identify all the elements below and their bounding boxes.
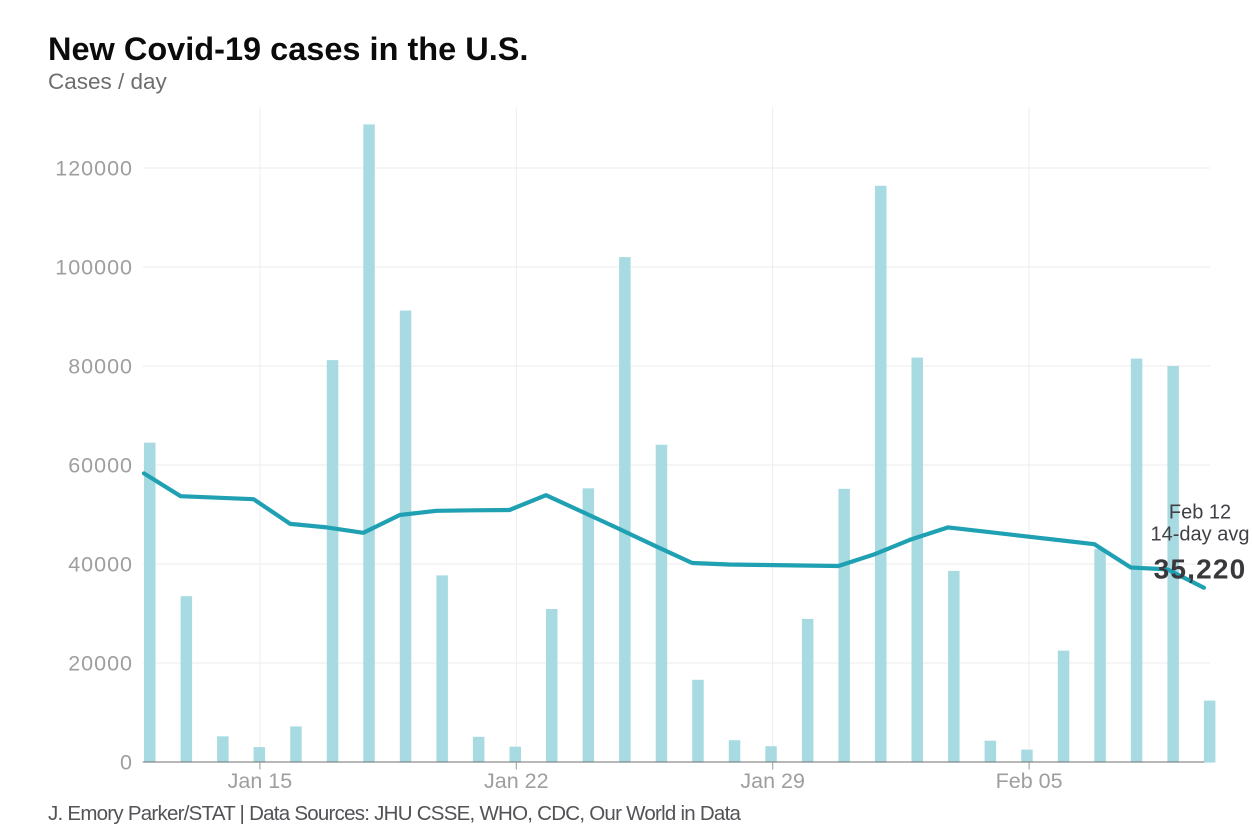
svg-text:35,220: 35,220 (1154, 553, 1247, 584)
svg-text:0: 0 (120, 751, 133, 775)
svg-text:60000: 60000 (68, 454, 133, 478)
svg-text:120000: 120000 (55, 157, 133, 181)
svg-text:Jan 15: Jan 15 (228, 769, 293, 793)
svg-text:100000: 100000 (55, 256, 133, 280)
svg-text:20000: 20000 (68, 652, 133, 676)
svg-text:Feb 12: Feb 12 (1169, 501, 1231, 523)
svg-text:Feb 05: Feb 05 (996, 769, 1063, 793)
svg-text:Jan 22: Jan 22 (484, 769, 549, 793)
svg-text:80000: 80000 (68, 355, 133, 379)
svg-text:Jan 29: Jan 29 (740, 769, 805, 793)
svg-text:40000: 40000 (68, 553, 133, 577)
svg-text:14-day avg: 14-day avg (1151, 524, 1250, 546)
